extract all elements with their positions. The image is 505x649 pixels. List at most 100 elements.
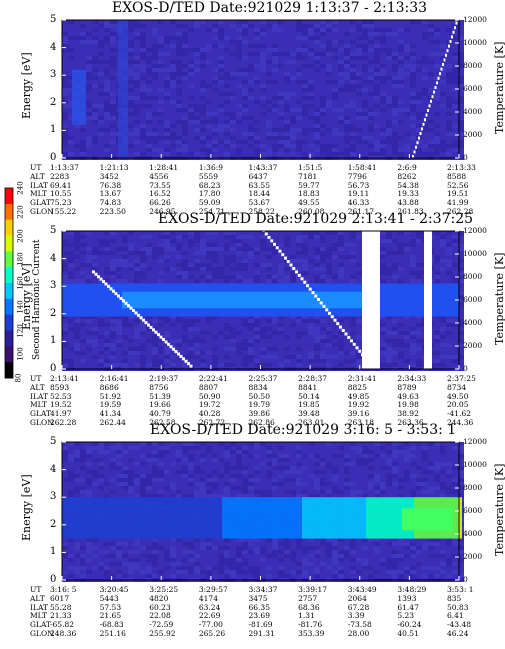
y-axis-label: Energy [eV] bbox=[20, 52, 33, 119]
table-cell: 51.39 bbox=[149, 391, 171, 401]
table-cell: 254.71 bbox=[198, 207, 226, 216]
y2-tick-label: 2000 bbox=[463, 130, 483, 139]
table-cell: 60.23 bbox=[149, 602, 171, 612]
table-cell: 262.72 bbox=[198, 418, 226, 427]
table-cell: 8588 bbox=[447, 171, 467, 181]
panel-2-title: EXOS-D/TED Date:921029 2:13:41 - 2:37:25 bbox=[158, 211, 474, 227]
table-cell: 13.67 bbox=[99, 189, 122, 199]
y2-tick-label: 6000 bbox=[463, 84, 483, 93]
table-cell: 19.79 bbox=[248, 400, 270, 410]
table-cell: 223.50 bbox=[99, 207, 126, 216]
table-cell: 260.08 bbox=[298, 207, 325, 216]
table-cell: 8686 bbox=[99, 382, 119, 392]
y-tick-label: 2 bbox=[50, 518, 57, 530]
heatmap-panel-3 bbox=[61, 441, 464, 582]
table-cell: 49.63 bbox=[397, 391, 419, 401]
table-cell: 67.28 bbox=[347, 602, 370, 612]
y-tick-label: 5 bbox=[50, 436, 57, 447]
table-cell: 22.08 bbox=[149, 611, 171, 621]
table-cell: 2:31:41 bbox=[347, 374, 377, 383]
heatmap-panel-2 bbox=[61, 229, 464, 371]
table-cell: 8789 bbox=[397, 382, 417, 392]
y-tick-label: 1 bbox=[50, 546, 57, 558]
y2-tick-label: 6000 bbox=[463, 506, 483, 515]
y-tick-label: 2 bbox=[50, 307, 57, 319]
table-cell: 4820 bbox=[149, 593, 169, 603]
table-cell: 353.39 bbox=[298, 629, 325, 638]
colorbar-label: Second Harmonic Current bbox=[32, 239, 42, 360]
table-cell: 43.88 bbox=[397, 198, 419, 208]
y-tick-label: 3 bbox=[50, 69, 57, 81]
row-label-glat: GLAT bbox=[30, 409, 51, 419]
table-cell: 2064 bbox=[347, 593, 367, 603]
row-label-mlt: MLT bbox=[30, 400, 48, 410]
table-cell: 52.53 bbox=[50, 391, 72, 401]
table-cell: 2:13:33 bbox=[447, 163, 476, 172]
table-cell: 1:43:37 bbox=[248, 163, 278, 172]
table-cell: 6017 bbox=[50, 593, 70, 603]
row-label-ut: UT bbox=[30, 163, 42, 172]
y2-tick-label: 0 bbox=[463, 153, 468, 162]
table-cell: -77.00 bbox=[198, 620, 223, 630]
table-cell: 4556 bbox=[149, 171, 169, 181]
table-cell: 50.83 bbox=[447, 602, 469, 612]
table-cell: 68.36 bbox=[298, 602, 320, 612]
row-label-ilat: ILAT bbox=[30, 180, 48, 190]
table-cell: 20.05 bbox=[447, 400, 469, 410]
table-cell: 246.95 bbox=[149, 207, 176, 216]
table-cell: 19.72 bbox=[198, 400, 221, 410]
table-cell: 1:51:5 bbox=[298, 163, 323, 172]
colorbar-tick-label: 220 bbox=[16, 205, 25, 219]
row-label-glon: GLON bbox=[30, 418, 54, 427]
table-cell: 19.33 bbox=[397, 189, 419, 199]
table-cell: 16.52 bbox=[149, 189, 171, 199]
table-cell: 19.59 bbox=[99, 400, 122, 410]
y2-tick-label: 8000 bbox=[463, 483, 483, 492]
y2-tick-label: 4000 bbox=[463, 318, 483, 327]
table-cell: 3:48:29 bbox=[397, 585, 427, 594]
table-cell: 40.28 bbox=[198, 409, 221, 419]
table-cell: 255.92 bbox=[149, 629, 176, 638]
table-cell: 51.92 bbox=[99, 391, 122, 401]
table-cell: 2283 bbox=[50, 171, 70, 181]
table-cell: 3475 bbox=[248, 593, 268, 603]
row-label-ilat: ILAT bbox=[30, 602, 48, 612]
table-cell: -65.82 bbox=[50, 620, 75, 630]
table-cell: 1:21:13 bbox=[99, 163, 129, 172]
table-cell: -81.69 bbox=[248, 620, 273, 630]
row-label-glat: GLAT bbox=[30, 198, 51, 208]
row-label-ut: UT bbox=[30, 374, 42, 383]
y-axis-label: Energy [eV] bbox=[20, 474, 33, 541]
colorbar-tick-label: 180 bbox=[16, 252, 25, 266]
table-cell: -73.58 bbox=[347, 620, 372, 630]
y-tick-label: 2 bbox=[50, 96, 57, 108]
table-cell: 40.79 bbox=[149, 409, 171, 419]
y2-tick-label: 0 bbox=[463, 364, 468, 373]
colorbar-tick-label: 240 bbox=[16, 181, 25, 195]
table-cell: 28.00 bbox=[347, 629, 370, 638]
table-cell: 41.34 bbox=[99, 409, 122, 419]
table-cell: 49.85 bbox=[347, 391, 370, 401]
table-cell: 8834 bbox=[248, 382, 268, 392]
table-cell: 2:13:41 bbox=[50, 374, 79, 383]
table-cell: -41.62 bbox=[447, 409, 472, 419]
y2-tick-label: 2000 bbox=[463, 552, 483, 561]
table-cell: 21.65 bbox=[99, 611, 122, 621]
table-cell: 23.69 bbox=[248, 611, 270, 621]
y2-axis-label: Temperature [K] bbox=[493, 252, 505, 345]
table-cell: 22.69 bbox=[198, 611, 221, 621]
table-cell: 1.31 bbox=[298, 611, 315, 621]
row-label-ut: UT bbox=[30, 585, 42, 594]
table-cell: 41.99 bbox=[447, 198, 469, 208]
row-label-glat: GLAT bbox=[30, 620, 51, 630]
colorbar-tick-label: 160 bbox=[16, 276, 25, 290]
table-cell: 8807 bbox=[198, 382, 218, 392]
table-cell: 2:19:37 bbox=[149, 374, 179, 383]
y2-tick-label: 12000 bbox=[463, 15, 487, 24]
row-label-ilat: ILAT bbox=[30, 391, 48, 401]
table-cell: 18.44 bbox=[248, 189, 270, 199]
table-cell: 3.39 bbox=[347, 611, 365, 621]
table-cell: 261.17 bbox=[347, 207, 374, 216]
y-tick-label: 0 bbox=[50, 363, 57, 374]
